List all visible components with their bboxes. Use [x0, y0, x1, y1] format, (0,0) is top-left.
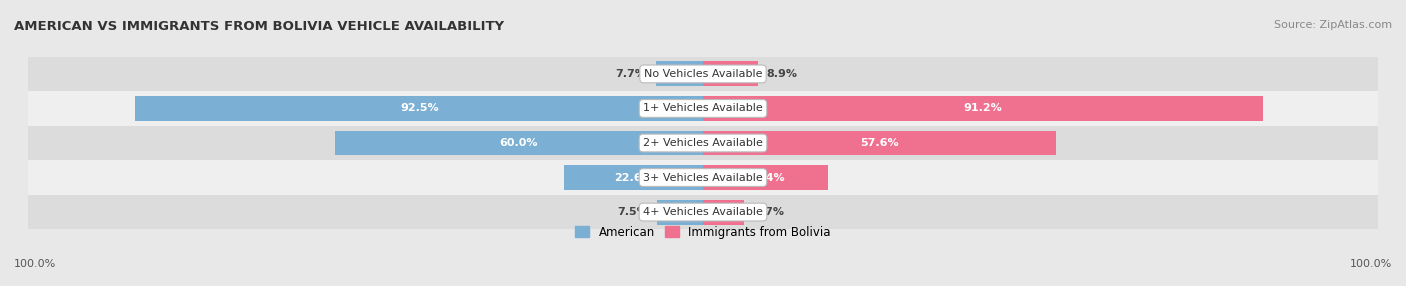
Text: 7.5%: 7.5%	[617, 207, 648, 217]
Bar	[703, 131, 1056, 155]
Bar	[28, 126, 1378, 160]
Bar	[135, 96, 703, 121]
Bar	[28, 160, 1378, 195]
Text: 7.7%: 7.7%	[616, 69, 647, 79]
Text: 22.6%: 22.6%	[614, 172, 652, 182]
Bar	[28, 195, 1378, 229]
Legend: American, Immigrants from Bolivia: American, Immigrants from Bolivia	[571, 221, 835, 243]
Text: 91.2%: 91.2%	[963, 104, 1002, 114]
Bar	[335, 131, 703, 155]
Bar	[28, 91, 1378, 126]
Text: 57.6%: 57.6%	[860, 138, 898, 148]
Text: 100.0%: 100.0%	[14, 259, 56, 269]
Bar	[564, 165, 703, 190]
Text: 4+ Vehicles Available: 4+ Vehicles Available	[643, 207, 763, 217]
Bar	[28, 57, 1378, 91]
Bar	[657, 200, 703, 225]
Text: 20.4%: 20.4%	[747, 172, 785, 182]
Text: 8.9%: 8.9%	[766, 69, 797, 79]
Bar	[703, 61, 758, 86]
Text: No Vehicles Available: No Vehicles Available	[644, 69, 762, 79]
Text: 1+ Vehicles Available: 1+ Vehicles Available	[643, 104, 763, 114]
Bar	[655, 61, 703, 86]
Bar	[703, 165, 828, 190]
Text: 2+ Vehicles Available: 2+ Vehicles Available	[643, 138, 763, 148]
Text: 60.0%: 60.0%	[499, 138, 538, 148]
Text: 6.7%: 6.7%	[754, 207, 785, 217]
Bar	[703, 200, 744, 225]
Text: 100.0%: 100.0%	[1350, 259, 1392, 269]
Text: AMERICAN VS IMMIGRANTS FROM BOLIVIA VEHICLE AVAILABILITY: AMERICAN VS IMMIGRANTS FROM BOLIVIA VEHI…	[14, 20, 505, 33]
Text: Source: ZipAtlas.com: Source: ZipAtlas.com	[1274, 20, 1392, 30]
Text: 3+ Vehicles Available: 3+ Vehicles Available	[643, 172, 763, 182]
Bar	[703, 96, 1263, 121]
Text: 92.5%: 92.5%	[399, 104, 439, 114]
